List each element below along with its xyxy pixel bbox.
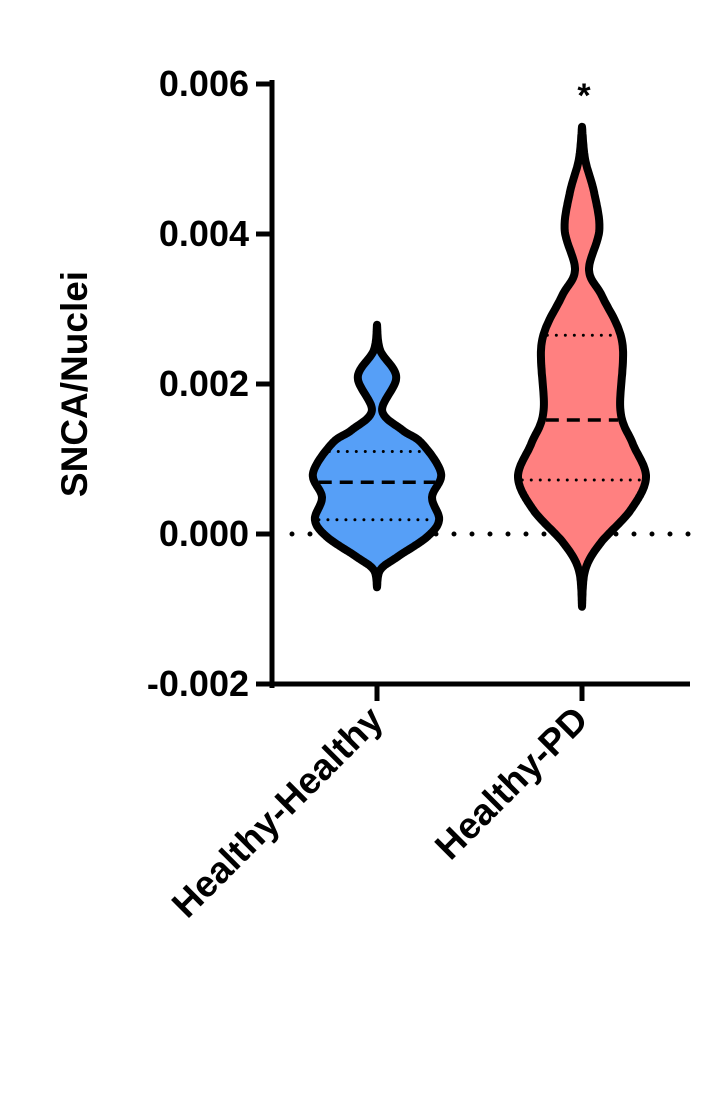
violin-body <box>518 126 646 607</box>
x-ticks: Healthy-Healthy Healthy-PD <box>164 684 596 925</box>
y-tick-label: -0.002 <box>147 663 249 704</box>
y-ticks: -0.002 0.000 0.002 0.004 0.006 <box>147 63 272 704</box>
x-tick-label: Healthy-PD <box>427 699 596 868</box>
x-tick-label: Healthy-Healthy <box>164 698 391 925</box>
violin-healthy-healthy <box>308 320 446 592</box>
y-axis-label: SNCA/Nuclei <box>54 271 95 497</box>
violin-body <box>312 324 442 588</box>
y-tick-label: 0.002 <box>159 363 249 404</box>
y-tick-label: 0.004 <box>159 213 249 254</box>
y-tick-label: 0.006 <box>159 63 249 104</box>
y-tick-label: 0.000 <box>159 513 249 554</box>
violin-outline <box>308 320 446 592</box>
violin-healthy-pd: * <box>514 77 650 611</box>
significance-asterisk: * <box>577 77 591 115</box>
violins: * <box>289 77 693 611</box>
violin-outline <box>514 122 650 611</box>
